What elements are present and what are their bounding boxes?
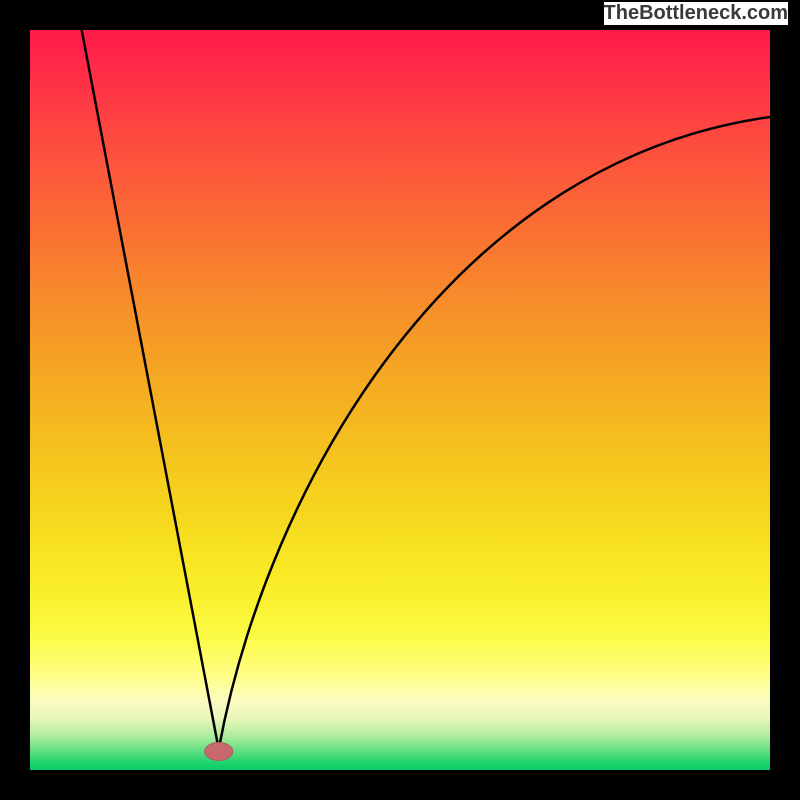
watermark-text: TheBottleneck.com [604, 2, 788, 25]
optimal-point-marker [205, 743, 233, 761]
chart-svg [0, 0, 800, 800]
chart-background [30, 30, 770, 770]
chart-stage: TheBottleneck.com [0, 0, 800, 800]
